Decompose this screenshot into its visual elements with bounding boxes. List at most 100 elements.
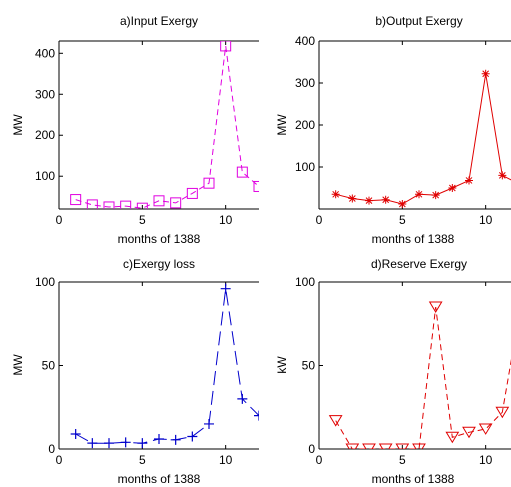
y-tick-label: 50	[42, 359, 56, 373]
panel-input-exergy: a)Input Exergy MW months of 1388 0 5 10 100…	[11, 14, 259, 246]
data-point	[120, 437, 131, 448]
y-axis-label: kW	[275, 356, 289, 374]
y-tick-label: 0	[308, 442, 315, 456]
series-group	[331, 69, 511, 208]
data-point	[220, 41, 232, 52]
data-point	[428, 301, 443, 314]
data-point	[170, 197, 182, 209]
data-point	[495, 406, 510, 419]
data-point	[186, 187, 198, 199]
panel-reserve-exergy: d)Reserve Exergy kW months of 1388 0 5 100…	[275, 257, 511, 486]
plot-area: 0 5 10 100 200 300 400	[295, 34, 511, 227]
data-point	[236, 166, 248, 178]
data-point	[253, 180, 259, 192]
y-axis-label: MW	[11, 354, 25, 376]
data-point	[254, 410, 259, 421]
series-line	[75, 288, 259, 444]
x-tick-label: 5	[399, 213, 406, 227]
x-tick-label: 0	[56, 213, 63, 227]
x-tick-label: 5	[399, 453, 406, 467]
chart-title: a)Input Exergy	[120, 14, 198, 28]
data-point	[70, 194, 82, 206]
data-point	[104, 438, 114, 449]
data-point	[87, 438, 98, 449]
data-point	[154, 433, 164, 444]
data-point	[365, 196, 373, 205]
data-point	[204, 418, 214, 429]
x-axis-label: months of 1388	[118, 472, 201, 486]
data-point	[203, 177, 215, 189]
panel-exergy-loss: c)Exergy loss MW months of 1388 0 5 100501…	[11, 257, 259, 486]
plot-area: 0 5 10 100 200 300 400	[35, 40, 259, 227]
chart-title: b)Output Exergy	[375, 14, 462, 28]
series-line	[335, 307, 511, 449]
data-point	[328, 415, 343, 427]
data-point	[465, 176, 473, 185]
data-point	[448, 184, 457, 192]
data-point	[70, 428, 81, 439]
x-tick-label: 5	[139, 453, 146, 467]
data-point	[103, 201, 115, 209]
data-point	[478, 423, 493, 435]
data-point	[220, 283, 231, 294]
y-tick-label: 100	[35, 275, 55, 289]
data-point	[462, 426, 476, 439]
x-tick-label: 10	[479, 453, 493, 467]
panel-output-exergy: b)Output Exergy MW months of 1388 0 5 10 10…	[275, 14, 511, 246]
data-point	[137, 438, 148, 449]
y-tick-label: 50	[302, 359, 316, 373]
y-tick-label: 200	[295, 118, 315, 132]
data-point	[415, 190, 423, 199]
x-tick-label: 0	[316, 453, 323, 467]
y-tick-label: 300	[295, 76, 315, 90]
x-tick-label: 10	[219, 453, 233, 467]
x-axis-label: months of 1388	[118, 232, 201, 246]
data-point	[498, 171, 507, 180]
x-axis-label: months of 1388	[372, 232, 455, 246]
x-tick-label: 5	[139, 213, 146, 227]
y-tick-label: 100	[295, 160, 315, 174]
data-point	[86, 199, 98, 209]
x-tick-label: 0	[56, 453, 63, 467]
y-tick-label: 0	[48, 442, 55, 456]
series-group	[70, 283, 259, 449]
data-point	[136, 202, 148, 209]
chart-title: c)Exergy loss	[123, 257, 195, 271]
data-point	[381, 195, 390, 204]
chart-title: d)Reserve Exergy	[371, 257, 467, 271]
data-point	[170, 434, 181, 445]
data-point	[445, 431, 460, 444]
x-tick-label: 10	[479, 213, 493, 227]
data-point	[237, 393, 248, 404]
data-point	[431, 191, 440, 200]
series-line	[75, 45, 259, 209]
series-line	[335, 73, 511, 205]
data-point	[348, 194, 357, 203]
y-tick-label: 200	[35, 128, 55, 142]
data-point	[378, 443, 393, 449]
y-axis-label: MW	[275, 114, 289, 136]
y-axis-label: MW	[11, 114, 25, 136]
data-point	[187, 431, 198, 442]
y-tick-label: 300	[35, 87, 55, 101]
data-point	[331, 190, 340, 199]
x-axis-label: months of 1388	[372, 472, 455, 486]
data-point	[153, 195, 165, 207]
y-tick-label: 400	[295, 34, 315, 48]
x-tick-label: 10	[219, 213, 233, 227]
y-tick-label: 400	[35, 46, 55, 60]
y-tick-label: 100	[35, 169, 55, 183]
x-tick-label: 0	[316, 213, 323, 227]
series-group	[70, 41, 259, 209]
data-point	[120, 200, 132, 209]
data-point	[481, 69, 490, 78]
data-point	[412, 443, 426, 449]
data-point	[345, 443, 360, 449]
y-tick-label: 100	[295, 275, 315, 289]
data-point	[398, 199, 407, 208]
data-point	[395, 443, 410, 449]
series-group	[328, 301, 511, 449]
